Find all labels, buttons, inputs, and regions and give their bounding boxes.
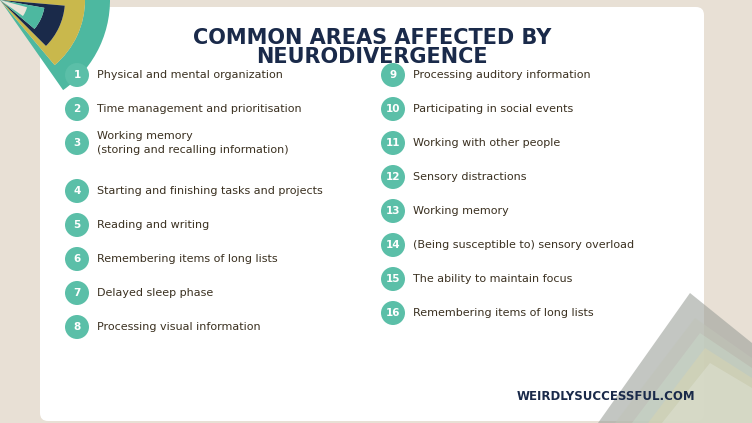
- Polygon shape: [615, 318, 752, 423]
- Circle shape: [381, 199, 405, 223]
- Text: COMMON AREAS AFFECTED BY: COMMON AREAS AFFECTED BY: [193, 28, 551, 48]
- Text: 15: 15: [386, 274, 400, 284]
- Wedge shape: [0, 0, 110, 90]
- Text: Processing visual information: Processing visual information: [97, 322, 261, 332]
- Text: 4: 4: [73, 186, 80, 196]
- Wedge shape: [0, 0, 44, 29]
- Text: Physical and mental organization: Physical and mental organization: [97, 70, 283, 80]
- Text: Working with other people: Working with other people: [413, 138, 560, 148]
- Polygon shape: [662, 363, 752, 423]
- Circle shape: [381, 301, 405, 325]
- Wedge shape: [0, 0, 85, 65]
- Text: Remembering items of long lists: Remembering items of long lists: [97, 254, 277, 264]
- Text: 11: 11: [386, 138, 400, 148]
- Text: 9: 9: [390, 70, 396, 80]
- Text: 14: 14: [386, 240, 400, 250]
- Polygon shape: [648, 348, 752, 423]
- Circle shape: [381, 267, 405, 291]
- Text: The ability to maintain focus: The ability to maintain focus: [413, 274, 572, 284]
- Wedge shape: [0, 0, 44, 29]
- Circle shape: [65, 179, 89, 203]
- Wedge shape: [0, 0, 65, 46]
- Text: 16: 16: [386, 308, 400, 318]
- Wedge shape: [0, 0, 85, 65]
- Text: 8: 8: [74, 322, 80, 332]
- Text: 10: 10: [386, 104, 400, 114]
- Text: 3: 3: [74, 138, 80, 148]
- Text: Delayed sleep phase: Delayed sleep phase: [97, 288, 214, 298]
- Text: 7: 7: [73, 288, 80, 298]
- Circle shape: [381, 233, 405, 257]
- Circle shape: [381, 63, 405, 87]
- Text: (Being susceptible to) sensory overload: (Being susceptible to) sensory overload: [413, 240, 634, 250]
- Text: Time management and prioritisation: Time management and prioritisation: [97, 104, 302, 114]
- Text: 1: 1: [74, 70, 80, 80]
- Text: 13: 13: [386, 206, 400, 216]
- Text: 5: 5: [74, 220, 80, 230]
- Circle shape: [65, 213, 89, 237]
- Text: Processing auditory information: Processing auditory information: [413, 70, 590, 80]
- Circle shape: [65, 315, 89, 339]
- Circle shape: [65, 247, 89, 271]
- Text: Remembering items of long lists: Remembering items of long lists: [413, 308, 593, 318]
- Polygon shape: [598, 0, 752, 423]
- Text: WEIRDLYSUCCESSFUL.COM: WEIRDLYSUCCESSFUL.COM: [517, 390, 695, 403]
- Text: 6: 6: [74, 254, 80, 264]
- Text: (storing and recalling information): (storing and recalling information): [97, 145, 289, 155]
- Circle shape: [65, 131, 89, 155]
- Text: Working memory: Working memory: [97, 131, 193, 141]
- Text: Participating in social events: Participating in social events: [413, 104, 573, 114]
- FancyBboxPatch shape: [40, 7, 704, 421]
- Circle shape: [381, 131, 405, 155]
- Circle shape: [381, 97, 405, 121]
- Circle shape: [65, 97, 89, 121]
- Text: Sensory distractions: Sensory distractions: [413, 172, 526, 182]
- Wedge shape: [0, 0, 27, 16]
- Circle shape: [65, 63, 89, 87]
- Circle shape: [65, 281, 89, 305]
- Polygon shape: [632, 333, 752, 423]
- Text: 2: 2: [74, 104, 80, 114]
- Circle shape: [381, 165, 405, 189]
- Text: Working memory: Working memory: [413, 206, 509, 216]
- Text: NEURODIVERGENCE: NEURODIVERGENCE: [256, 47, 488, 67]
- Wedge shape: [0, 0, 65, 46]
- Polygon shape: [598, 293, 752, 423]
- Text: Starting and finishing tasks and projects: Starting and finishing tasks and project…: [97, 186, 323, 196]
- Text: 12: 12: [386, 172, 400, 182]
- Text: Reading and writing: Reading and writing: [97, 220, 209, 230]
